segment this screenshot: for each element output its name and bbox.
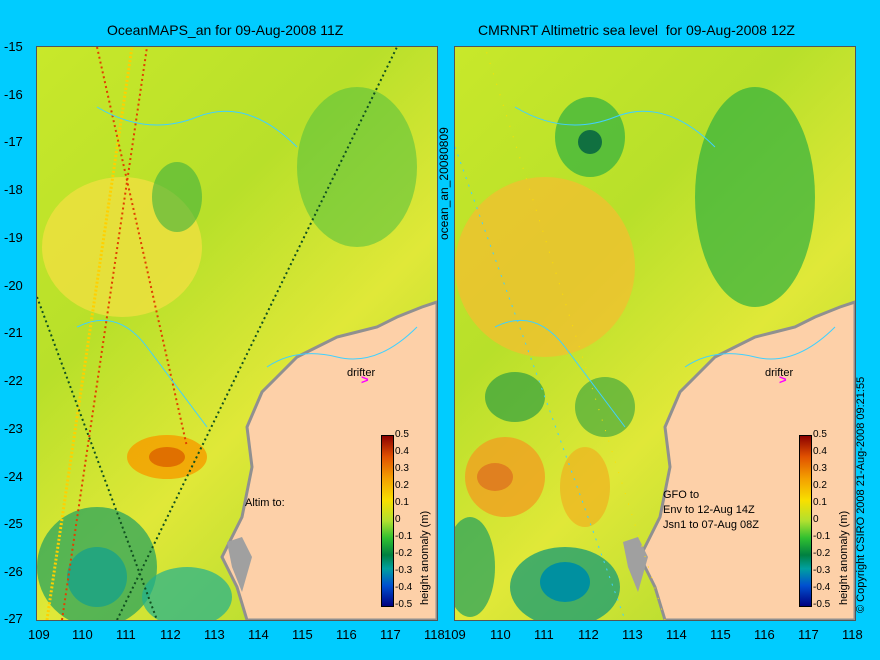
right-cb-tick: 0.5 [813,429,827,440]
right-map-field [455,47,855,620]
x-tick: 117 [798,627,819,642]
left-cb-tick: -0.4 [395,582,413,593]
left-altim-label: Altim to: [245,497,285,509]
right-cb-tick: -0.1 [813,531,831,542]
left-cb-tick: 0.5 [395,429,409,440]
right-cb-label: height anomaly (m) [838,510,850,605]
x-tick: 109 [28,627,50,642]
x-tick: 113 [622,627,643,642]
y-tick: -16 [4,87,23,102]
x-tick: 116 [336,627,357,642]
x-tick: 112 [578,627,599,642]
right-map-title: CMRNRT Altimetric sea level for 09-Aug-2… [478,22,795,38]
left-map-title: OceanMAPS_an for 09-Aug-2008 11Z [107,22,344,38]
x-tick: 112 [160,627,181,642]
y-tick: -19 [4,230,23,245]
y-tick: -21 [4,325,23,340]
left-cb-tick: 0.2 [395,480,409,491]
left-cb-tick: 0.4 [395,446,409,457]
right-sat-line-3: Jsn1 to 07-Aug 08Z [663,519,760,531]
left-colorbar [381,435,394,607]
right-cb-tick: 0.4 [813,446,827,457]
y-tick: -25 [4,516,23,531]
y-tick: -15 [4,39,23,54]
x-tick: 113 [204,627,225,642]
right-colorbar [799,435,812,607]
x-tick: 111 [534,627,554,642]
left-drifter-marker: > [361,372,369,387]
right-cb-tick: -0.2 [813,548,831,559]
x-tick: 115 [292,627,313,642]
right-drifter-marker: > [779,372,787,387]
left-cb-tick: 0 [395,514,401,525]
x-tick: 118 [842,627,863,642]
y-tick: -22 [4,373,23,388]
right-cb-tick: 0.1 [813,497,827,508]
right-cb-tick: -0.3 [813,565,831,576]
x-tick: 117 [380,627,401,642]
y-tick: -20 [4,278,23,293]
x-tick: 116 [754,627,775,642]
left-cb-tick: -0.1 [395,531,413,542]
x-tick: 114 [666,627,687,642]
right-cb-tick: 0.2 [813,480,827,491]
y-tick: -26 [4,564,23,579]
left-map-panel: drifter > Altim to: [36,46,438,621]
right-cb-tick: 0 [813,514,819,525]
right-map-panel: drifter > GFO to Env to 12-Aug 14Z Jsn1 … [454,46,856,621]
y-tick: -17 [4,134,23,149]
right-drifter-label: drifter [765,367,794,379]
x-tick: 118 [424,627,445,642]
left-cb-tick: -0.3 [395,565,413,576]
left-cb-label: height anomaly (m) [419,510,431,605]
right-cb-tick: -0.5 [813,599,831,610]
x-tick: 114 [248,627,269,642]
x-tick: 115 [710,627,731,642]
left-map-field [37,47,437,620]
left-cb-tick: 0.1 [395,497,409,508]
left-cb-tick: -0.5 [395,599,413,610]
right-sat-line-2: Env to 12-Aug 14Z [663,504,755,516]
copyright-label: © Copyright CSIRO 2008 21-Aug-2008 09:21… [855,376,867,613]
left-cb-tick: 0.3 [395,463,409,474]
left-drifter-label: drifter [347,367,376,379]
left-side-label: ocean_an_20080809 [437,127,451,240]
right-cb-tick: -0.4 [813,582,831,593]
y-tick: -23 [4,421,23,436]
x-tick: 109 [444,627,466,642]
y-tick: -24 [4,469,23,484]
y-tick: -18 [4,182,23,197]
x-tick: 111 [116,627,136,642]
right-sat-line-1: GFO to [663,489,700,501]
y-tick: -27 [4,611,23,626]
x-tick: 110 [72,627,93,642]
x-tick: 110 [490,627,511,642]
left-cb-tick: -0.2 [395,548,413,559]
right-cb-tick: 0.3 [813,463,827,474]
